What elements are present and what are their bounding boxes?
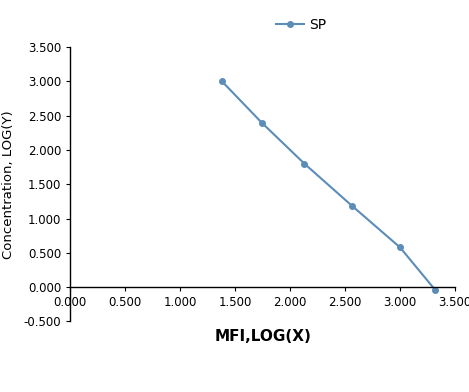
Line: SP: SP: [219, 78, 438, 293]
SP: [397, 245, 403, 250]
X-axis label: MFI,LOG(X): MFI,LOG(X): [214, 328, 311, 344]
SP: [432, 288, 438, 292]
SP: [259, 120, 265, 125]
Y-axis label: Concentration, LOG(Y): Concentration, LOG(Y): [2, 110, 15, 259]
SP: [349, 203, 355, 208]
SP: [302, 162, 307, 166]
SP: [219, 79, 225, 84]
Legend: SP: SP: [276, 18, 326, 32]
